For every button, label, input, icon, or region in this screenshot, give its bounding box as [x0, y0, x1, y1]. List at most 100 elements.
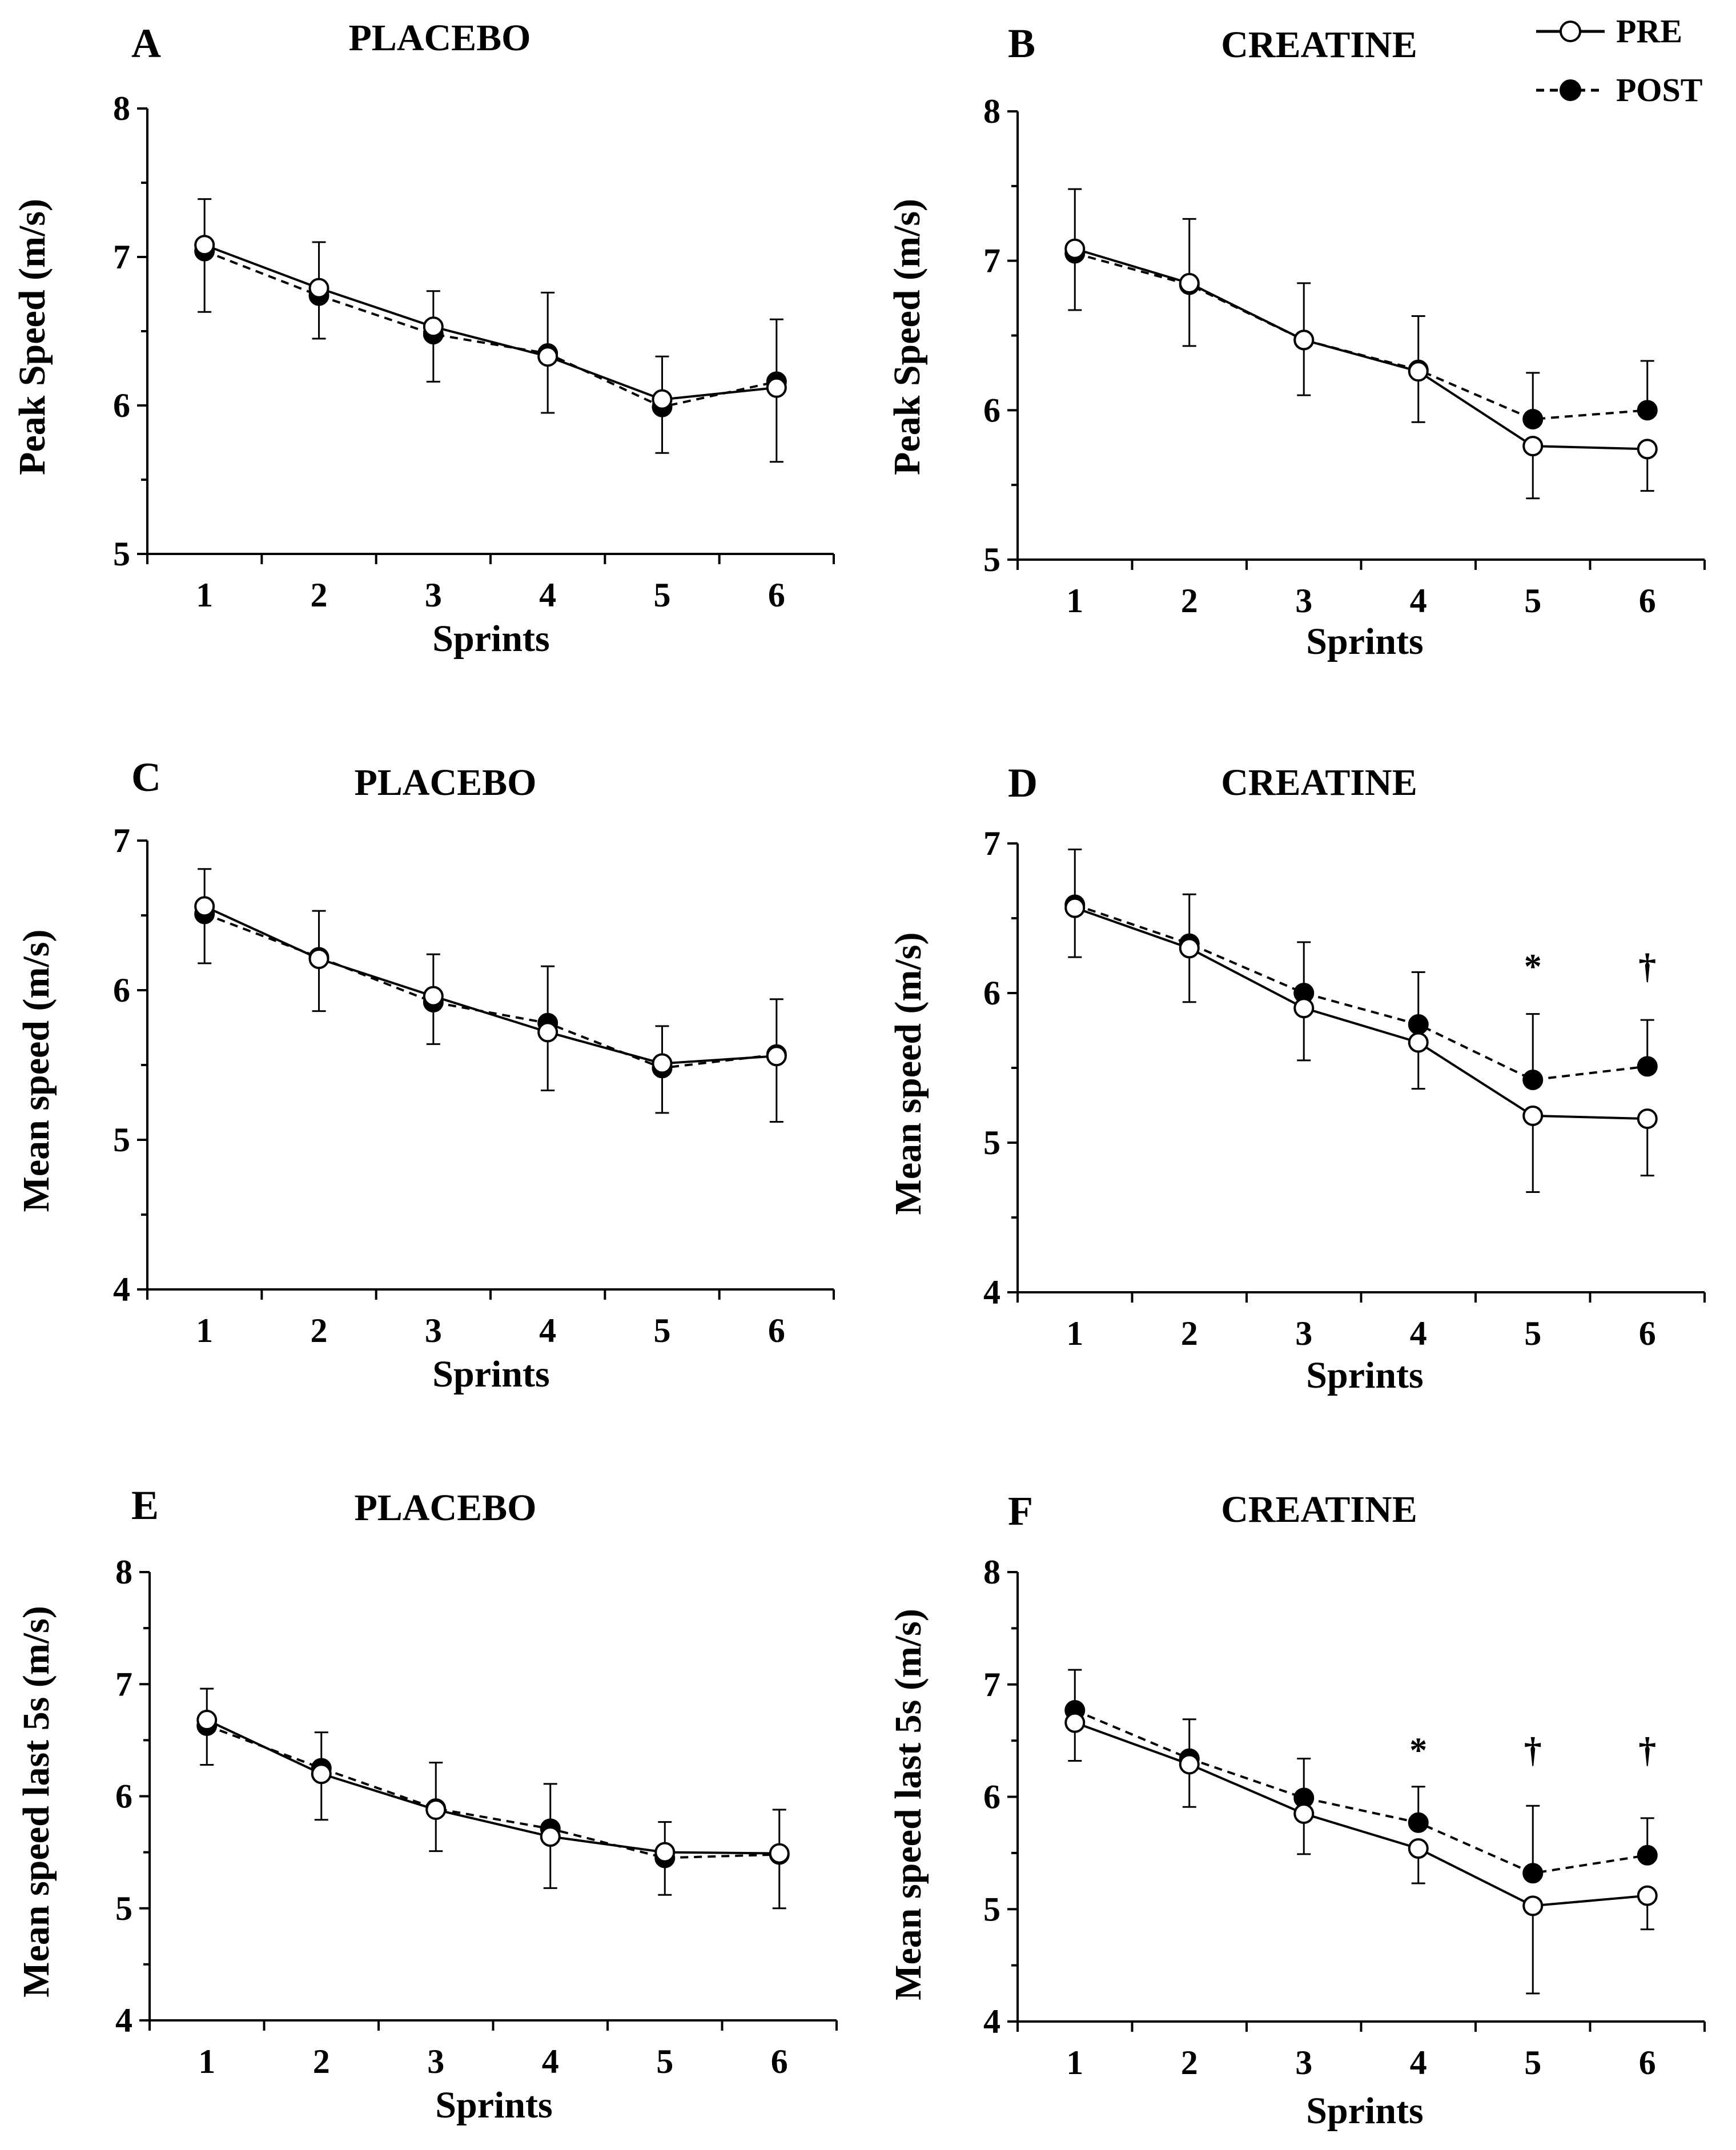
plot-area: 4 5 6 7 1 2 3 4 5 6 * †	[983, 825, 1706, 1352]
pre-point	[1064, 897, 1086, 918]
post-series-line	[204, 250, 777, 408]
legend-post-label: POST	[1616, 71, 1703, 108]
x-tick-label: 6	[1639, 582, 1656, 620]
plot-area: 4 5 6 7 8 1 2 3 4 5 6	[115, 1553, 838, 2080]
post-point	[1522, 1863, 1544, 1884]
legend: PRE POST	[1536, 13, 1703, 108]
x-tick-label: 3	[1295, 582, 1312, 620]
post-point	[1408, 1014, 1429, 1035]
pre-point	[194, 896, 215, 917]
y-tick-label: 8	[113, 90, 130, 127]
pre-point	[1522, 1105, 1544, 1126]
panel-letter: F	[1008, 1488, 1033, 1534]
pre-point	[654, 1842, 676, 1863]
y-tick-label: 7	[113, 238, 130, 276]
pre-point	[423, 316, 444, 337]
panel-c: C PLACEBO Mean speed (m/s) Sprints 4 5 6 7 1…	[15, 754, 835, 1395]
x-axis-label: Sprints	[1306, 1355, 1423, 1396]
pre-point	[1293, 1803, 1315, 1825]
panel-d: D CREATINE Mean speed (m/s) Sprints 4 5 6 7…	[887, 760, 1706, 1396]
pre-point	[1179, 1754, 1200, 1775]
y-tick-label: 6	[983, 1778, 1000, 1816]
panel-title: CREATINE	[1221, 1489, 1417, 1530]
pre-point	[1637, 439, 1658, 460]
y-tick-label: 5	[113, 535, 130, 573]
post-series-line	[206, 1724, 779, 1859]
y-tick-label: 8	[983, 1553, 1000, 1591]
pre-point	[1293, 998, 1315, 1019]
y-axis-label: Peak Speed (m/s)	[886, 199, 928, 475]
y-tick-label: 4	[115, 2002, 132, 2039]
x-tick-label: 1	[196, 1312, 213, 1349]
y-axis-label: Peak Speed (m/s)	[11, 199, 53, 475]
pre-point	[537, 346, 558, 367]
post-series-line	[1074, 903, 1647, 1082]
post-point	[1637, 1056, 1658, 1077]
y-axis-label: Mean speed last 5s (m/s)	[15, 1606, 57, 1998]
panel-e: E PLACEBO Mean speed last 5s (m/s) Sprin…	[15, 1482, 838, 2126]
legend-pre-label: PRE	[1616, 13, 1682, 50]
pre-point	[769, 1843, 790, 1864]
y-tick-label: 8	[983, 93, 1000, 130]
significance-mark: †	[1638, 1731, 1656, 1770]
panel-letter: D	[1008, 760, 1038, 806]
pre-point	[1408, 361, 1429, 382]
pre-point	[652, 1053, 673, 1074]
pre-point	[1522, 1895, 1544, 1916]
x-tick-label: 6	[1639, 2044, 1656, 2081]
x-axis-label: Sprints	[432, 1353, 549, 1395]
plot-area: 4 5 6 7 1 2 3 4 5 6	[113, 822, 835, 1349]
panel-title: CREATINE	[1221, 24, 1417, 66]
pre-point	[1637, 1108, 1658, 1130]
pre-point	[1064, 1712, 1086, 1733]
x-tick-label: 2	[311, 576, 328, 614]
pre-point	[308, 948, 329, 969]
pre-point	[1408, 1838, 1429, 1859]
pre-point	[766, 1046, 787, 1067]
x-tick-label: 5	[1524, 2044, 1541, 2081]
y-tick-label: 5	[113, 1121, 130, 1159]
x-tick-label: 4	[1410, 582, 1427, 620]
x-tick-label: 4	[542, 2043, 559, 2080]
x-tick-label: 3	[427, 2043, 444, 2080]
panel-title: CREATINE	[1221, 762, 1417, 803]
x-tick-label: 5	[1524, 582, 1541, 620]
y-tick-label: 4	[983, 1273, 1000, 1311]
x-tick-label: 4	[539, 576, 556, 614]
significance-mark: *	[1524, 947, 1542, 986]
x-axis-label: Sprints	[435, 2084, 552, 2126]
y-axis-label: Mean speed (m/s)	[15, 930, 57, 1212]
x-axis-label: Sprints	[1306, 621, 1423, 662]
pre-series-line	[1074, 247, 1647, 451]
plot-area: 5 6 7 8 1 2 3 4 5 6	[983, 93, 1706, 620]
plot-area: 5 6 7 8 1 2 3 4 5 6	[113, 90, 835, 614]
panel-title: PLACEBO	[354, 762, 536, 803]
x-tick-label: 3	[1295, 2044, 1312, 2081]
y-tick-label: 6	[113, 971, 130, 1009]
y-axis-label: Mean speed (m/s)	[887, 933, 929, 1215]
pre-point	[537, 1022, 558, 1043]
x-tick-label: 4	[1410, 2044, 1427, 2081]
x-tick-label: 4	[1410, 1315, 1427, 1352]
post-point	[1522, 409, 1544, 430]
x-tick-label: 1	[196, 576, 213, 614]
panel-title: PLACEBO	[348, 17, 531, 59]
pre-series-line	[204, 905, 777, 1065]
pre-point	[1293, 329, 1315, 351]
x-axis-label: Sprints	[432, 618, 549, 660]
x-tick-label: 5	[656, 2043, 673, 2080]
y-tick-label: 5	[983, 1890, 1000, 1928]
x-tick-label: 4	[539, 1312, 556, 1349]
x-tick-label: 3	[425, 576, 442, 614]
post-point	[1522, 1069, 1544, 1090]
x-tick-label: 2	[1181, 2044, 1198, 2081]
y-tick-label: 7	[113, 822, 130, 859]
post-series-line	[1074, 1709, 1648, 1875]
plot-area: 4 5 6 7 8 1 2 3 4 5 6 * † †	[983, 1553, 1706, 2081]
significance-mark: †	[1638, 947, 1656, 986]
y-tick-label: 6	[983, 391, 1000, 429]
x-tick-label: 6	[771, 2043, 788, 2080]
y-tick-label: 4	[113, 1271, 130, 1308]
panel-letter: A	[131, 21, 161, 66]
